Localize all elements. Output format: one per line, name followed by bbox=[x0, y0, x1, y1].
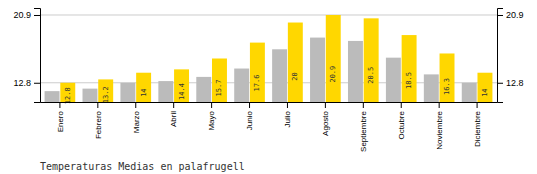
tick-label: Marzo bbox=[132, 110, 141, 133]
axis-line bbox=[41, 102, 498, 103]
tick: 12.8 bbox=[13, 78, 40, 88]
plot: 12.8 13.2 14 14.4 15.7 17.6 20 20.9 20.5 18.5 16.3… bbox=[13, 9, 523, 174]
tick: Agosto bbox=[321, 102, 330, 136]
tick: Febrero bbox=[94, 102, 103, 139]
bar bbox=[326, 15, 341, 102]
tick-mark bbox=[211, 102, 212, 108]
bar bbox=[364, 18, 379, 102]
bar bbox=[136, 73, 151, 102]
tick-label: Octubre bbox=[397, 110, 406, 139]
tick: Mayo bbox=[207, 102, 216, 131]
tick: Septiembre bbox=[359, 102, 368, 152]
y2-axis: 12.8 20.9 bbox=[497, 9, 524, 103]
bar bbox=[440, 53, 455, 102]
data-label: 17.6 bbox=[253, 75, 261, 92]
data-label: 15.7 bbox=[215, 80, 223, 97]
data-labels: 12.8 13.2 14 14.4 15.7 17.6 20 20.9 20.5 18.5 16.3… bbox=[64, 66, 489, 105]
data-label: 14 bbox=[481, 88, 489, 96]
bar bbox=[348, 41, 363, 102]
bar bbox=[386, 58, 401, 102]
bar bbox=[83, 89, 98, 102]
tick-mark bbox=[97, 102, 98, 108]
bar bbox=[402, 35, 417, 102]
tick-label: 20.9 bbox=[506, 10, 524, 20]
bar bbox=[158, 81, 173, 102]
tick-label: Junio bbox=[245, 110, 254, 130]
bar bbox=[250, 43, 265, 102]
tick-label: Julio bbox=[283, 110, 292, 127]
tick: 12.8 bbox=[497, 78, 524, 88]
tick: Marzo bbox=[132, 102, 141, 133]
tick: Junio bbox=[245, 102, 254, 130]
x-axis: Enero Febrero Marzo Abril Mayo Junio Julio Agos… bbox=[41, 102, 498, 152]
chart: 12.8 13.2 14 14.4 15.7 17.6 20 20.9 20.5 18.5 16.3… bbox=[0, 0, 537, 174]
bar bbox=[424, 74, 439, 102]
tick-mark bbox=[477, 102, 478, 108]
tick-label: 20.9 bbox=[13, 10, 31, 20]
tick: Julio bbox=[283, 102, 292, 127]
tick: Abril bbox=[169, 102, 178, 127]
bar bbox=[212, 58, 227, 102]
tick: Noviembre bbox=[435, 102, 444, 150]
tick-mark bbox=[34, 83, 40, 84]
bar bbox=[45, 91, 60, 102]
tick-mark bbox=[34, 15, 40, 16]
tick-label: 12.8 bbox=[13, 78, 31, 88]
bar bbox=[98, 79, 113, 102]
axis-line bbox=[34, 9, 41, 103]
tick-label: Noviembre bbox=[435, 110, 444, 149]
tick-mark bbox=[135, 102, 136, 108]
bar bbox=[60, 83, 75, 102]
data-label: 14 bbox=[140, 88, 148, 96]
tick-mark bbox=[249, 102, 250, 108]
data-label: 16.3 bbox=[443, 78, 451, 95]
bar bbox=[120, 83, 135, 102]
tick-label: Diciembre bbox=[473, 110, 482, 147]
tick: Octubre bbox=[397, 102, 406, 139]
tick-mark bbox=[287, 102, 288, 108]
bar bbox=[477, 73, 492, 102]
tick-mark bbox=[401, 102, 402, 108]
tick-label: Agosto bbox=[321, 110, 330, 135]
tick-label: Septiembre bbox=[359, 110, 368, 151]
tick-label: 12.8 bbox=[506, 78, 524, 88]
data-label: 14.4 bbox=[178, 83, 186, 100]
data-label: 20.5 bbox=[367, 67, 375, 84]
tick-label: Mayo bbox=[207, 110, 216, 130]
title: Temperaturas Medias en palafrugell bbox=[40, 161, 245, 172]
bar bbox=[310, 38, 325, 102]
tick-mark bbox=[439, 102, 440, 108]
bars bbox=[45, 15, 493, 102]
bar bbox=[288, 23, 303, 102]
grid-line bbox=[40, 14, 497, 15]
tick: Diciembre bbox=[473, 102, 482, 147]
tick-mark bbox=[497, 83, 503, 84]
tick-label: Febrero bbox=[94, 110, 103, 139]
data-label: 13.2 bbox=[102, 86, 110, 103]
tick-label: Enero bbox=[56, 110, 65, 132]
data-label: 20.9 bbox=[329, 66, 337, 83]
tick-mark bbox=[173, 102, 174, 108]
tick-label: Abril bbox=[169, 111, 178, 127]
axis-line bbox=[498, 9, 504, 103]
data-label: 18.5 bbox=[405, 72, 413, 89]
bar bbox=[272, 49, 287, 102]
grid bbox=[40, 15, 497, 83]
data-label: 12.8 bbox=[64, 87, 72, 104]
tick-mark bbox=[325, 102, 326, 108]
tick: Enero bbox=[56, 102, 65, 132]
tick-mark bbox=[497, 15, 503, 16]
series bbox=[60, 15, 492, 102]
tick: 20.9 bbox=[497, 10, 524, 20]
bar bbox=[196, 77, 211, 102]
data-label: 20 bbox=[291, 72, 299, 80]
bar bbox=[234, 69, 249, 102]
bar bbox=[462, 83, 477, 102]
tick: 20.9 bbox=[13, 10, 40, 20]
tick-mark bbox=[363, 102, 364, 108]
tick-mark bbox=[59, 102, 60, 108]
bar bbox=[174, 69, 189, 102]
y-axis: 12.8 20.9 bbox=[13, 9, 40, 103]
